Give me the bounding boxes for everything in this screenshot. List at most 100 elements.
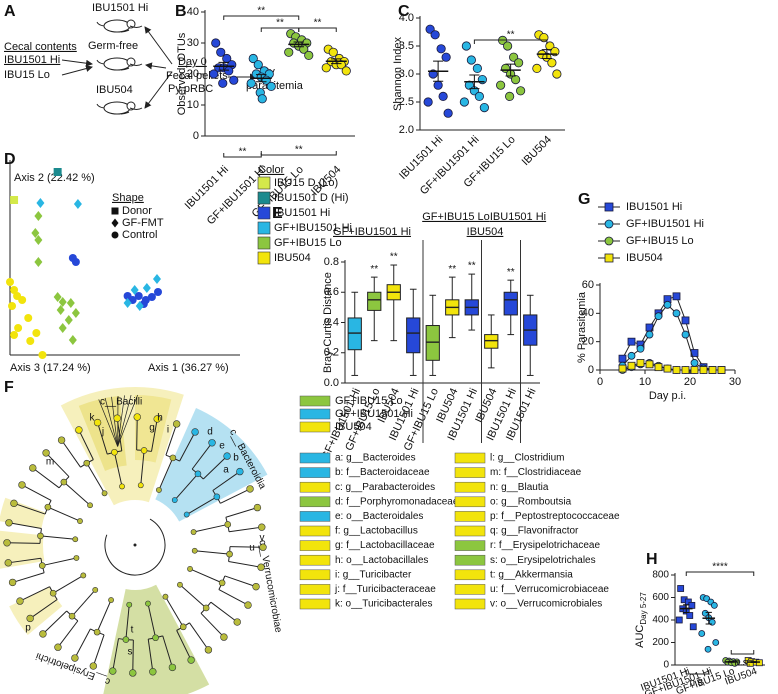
box (347, 317, 362, 351)
data-point (746, 659, 754, 667)
data-point (58, 297, 67, 307)
y-tick-label: 0.8 (324, 256, 339, 268)
mouse-icon (96, 101, 143, 115)
data-point (58, 323, 67, 333)
tree-node (87, 502, 93, 509)
legend-label: Control (122, 229, 157, 241)
tree-node (49, 589, 57, 597)
data-point (34, 257, 43, 267)
tree-node (4, 559, 12, 567)
data-point (516, 86, 526, 96)
tree-node (208, 439, 216, 447)
tree-branch (40, 535, 76, 540)
legend-marker (604, 202, 614, 212)
y-tick-label: 0 (588, 364, 594, 376)
tree-branch (202, 455, 228, 480)
tree-node (156, 487, 162, 493)
y-tick-label: 3.0 (399, 68, 414, 80)
tree-branch (218, 589, 249, 606)
significance-label: ** (507, 267, 515, 278)
y-tick-label: 0.2 (324, 347, 339, 359)
tree-branch (112, 638, 119, 672)
panel-label: D (4, 151, 16, 168)
data-point (56, 305, 65, 315)
tree-node (204, 646, 213, 654)
mouse-label: Germ-free (88, 40, 138, 52)
data-point (688, 601, 696, 609)
error-bar (256, 74, 267, 83)
taxon-label: r: f__Erysipelotrichaceae (490, 540, 600, 551)
data-point (224, 66, 234, 76)
tree-branch (19, 586, 50, 602)
data-point (547, 58, 557, 68)
tree-node (168, 663, 177, 672)
tree-branch (42, 557, 77, 567)
data-point (690, 359, 699, 367)
data-point (423, 97, 433, 107)
data-point (636, 344, 645, 353)
tree-branch (140, 450, 145, 486)
taxon-label: j: f__Turicibacteraceae (334, 584, 436, 595)
x-tick-label: 0 (597, 376, 603, 388)
tree-node (111, 448, 118, 456)
data-point (677, 585, 685, 592)
mouse-label: IBU504 (96, 84, 133, 96)
data-point (211, 38, 221, 48)
box (367, 291, 382, 311)
y-tick-label: 400 (652, 615, 669, 626)
data-point (436, 44, 446, 54)
tree-node (80, 572, 87, 579)
tree-node (8, 578, 17, 587)
data-point (675, 616, 683, 624)
tree-branch (162, 635, 173, 668)
data-point (10, 286, 19, 294)
tree-node (122, 636, 130, 643)
data-point (336, 60, 346, 70)
data-point (130, 285, 139, 295)
legend-marker (604, 219, 614, 229)
y-tick-label: 2.5 (399, 96, 414, 108)
significance-label: n.s. (734, 658, 750, 669)
tree-node (258, 523, 266, 531)
arrow (144, 26, 173, 65)
panel-label: B (175, 3, 187, 20)
axis-label: Axis 3 (17.24 %) (10, 362, 91, 374)
error-bar (728, 661, 735, 663)
tree-branch (45, 452, 70, 478)
tree-branch (147, 603, 157, 638)
legend-swatch (257, 206, 271, 220)
data-point (479, 103, 489, 113)
data-point (266, 81, 276, 92)
data-point (73, 199, 82, 209)
data-point (36, 198, 45, 208)
data-point (430, 30, 440, 40)
data-point (135, 301, 144, 311)
data-point (645, 360, 654, 369)
x-tick-label: 10 (639, 376, 651, 388)
tree-branch (151, 418, 158, 452)
data-point (459, 97, 469, 107)
tree-branch (113, 452, 123, 487)
taxon-label: f: g__Lactobacillus (335, 526, 418, 537)
tree-node (153, 415, 161, 423)
taxon-label: n: g__Blautia (490, 482, 549, 493)
legend-label: IBU504 (274, 252, 311, 264)
data-point (68, 335, 77, 345)
clade-sector (135, 395, 172, 463)
data-point (71, 308, 80, 318)
significance-label: ** (276, 18, 284, 29)
tree-letter: h (157, 413, 163, 424)
box (425, 325, 440, 361)
tree-branch (228, 561, 262, 568)
tree-node (183, 511, 190, 518)
taxon-swatch (454, 540, 486, 551)
tree-node (162, 593, 169, 600)
tree-branch (136, 417, 138, 451)
y-tick-label: 3.5 (399, 40, 414, 52)
box (406, 317, 421, 354)
data-point (663, 364, 672, 373)
tree-node (71, 654, 79, 662)
taxon-swatch (299, 584, 331, 595)
taxon-label: m: f__Clostridiaceae (490, 467, 582, 478)
data-point (18, 296, 27, 304)
